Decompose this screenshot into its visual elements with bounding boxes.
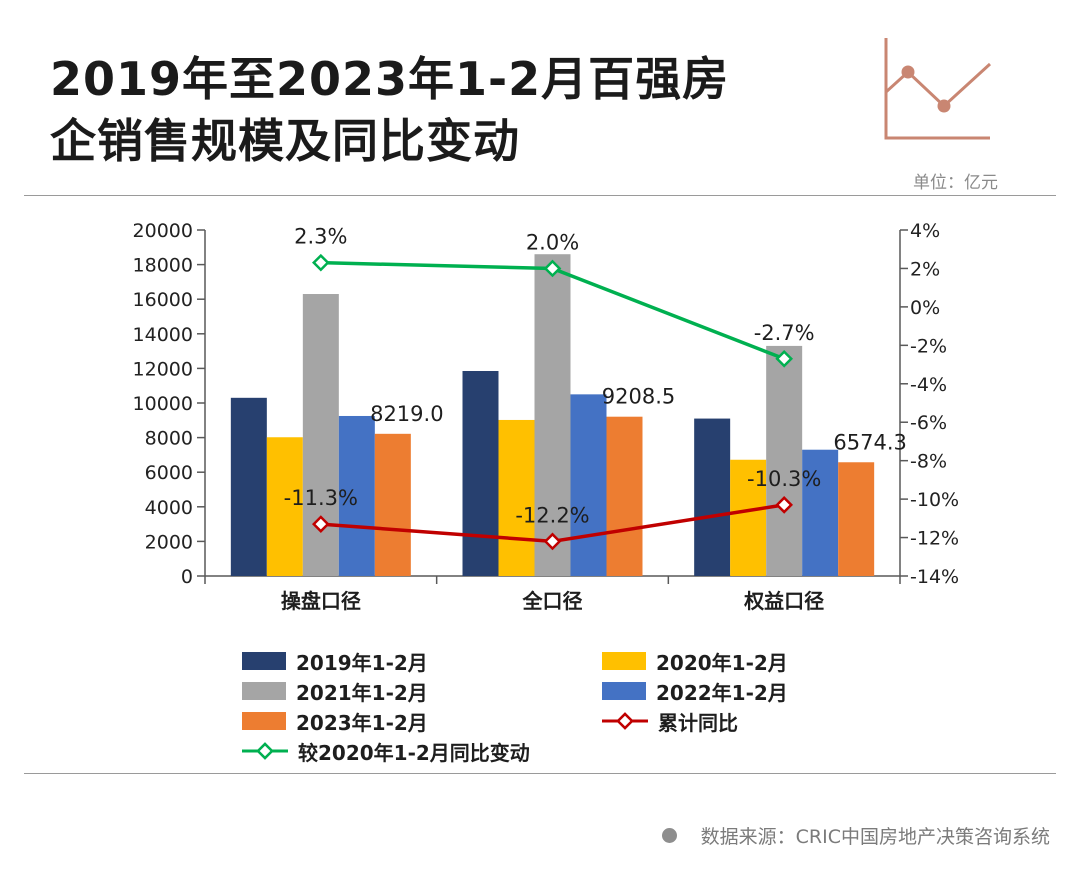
title-line-1: 2019年至2023年1-2月百强房 <box>50 52 730 106</box>
legend-label-vs2020: 较2020年1-2月同比变动 <box>298 740 530 765</box>
y-left-tick-label: 8000 <box>145 428 193 450</box>
bottom-divider <box>24 773 1056 774</box>
legend-label-2020: 2020年1-2月 <box>656 650 788 675</box>
legend-item-2019: 2019年1-2月 <box>242 646 428 676</box>
y-right-tick-label: -6% <box>910 412 947 434</box>
line-value-label: -12.2% <box>515 503 589 527</box>
source-text: 数据来源：CRIC中国房地产决策咨询系统 <box>700 826 1050 848</box>
line-chart-icon <box>884 38 992 140</box>
bar-4-2 <box>838 462 875 576</box>
legend-label-2021: 2021年1-2月 <box>296 680 428 705</box>
legend-label-2023: 2023年1-2月 <box>296 710 428 735</box>
legend-marker-yoy <box>602 712 648 730</box>
y-right-tick-label: 4% <box>910 220 940 242</box>
bar-2-0 <box>302 294 339 576</box>
legend-swatch-2021 <box>242 682 286 700</box>
y-left-tick-label: 2000 <box>145 531 193 553</box>
legend-item-2020: 2020年1-2月 <box>602 646 788 676</box>
legend-item-vs2020: 较2020年1-2月同比变动 <box>242 736 530 766</box>
bar-3-0 <box>338 415 375 576</box>
bar-0-2 <box>694 418 731 576</box>
legend-label-yoy: 累计同比 <box>658 710 738 735</box>
bar-3-2 <box>802 449 839 576</box>
y-left-tick-label: 6000 <box>145 462 193 484</box>
y-left-tick-label: 18000 <box>133 255 193 277</box>
bullet-icon <box>661 828 677 843</box>
legend: 2019年1-2月 2020年1-2月 2021年1-2月 2022年1-2月 … <box>242 646 842 776</box>
bar-value-label: 9208.5 <box>602 385 675 409</box>
legend-item-yoy: 累计同比 <box>602 706 738 736</box>
data-labels: 8219.0 9208.5 6574.3 -11.3% -12.2% -10.3% 2.3%… <box>284 225 907 528</box>
bar-2-2 <box>766 345 803 576</box>
line-marker-0-1 <box>543 532 562 551</box>
legend-label-2019: 2019年1-2月 <box>296 650 428 675</box>
y-left-tick-label: 14000 <box>133 324 193 346</box>
y-right-tick-label: 2% <box>910 258 940 280</box>
line-value-label: 2.0% <box>526 230 579 254</box>
y-right-tick-label: -8% <box>910 451 947 473</box>
y-right-tick-label: -4% <box>910 374 947 396</box>
legend-item-2022: 2022年1-2月 <box>602 676 788 706</box>
legend-swatch-2020 <box>602 652 646 670</box>
line-value-label: -2.7% <box>754 321 815 345</box>
bar-1-2 <box>730 459 767 576</box>
legend-swatch-2023 <box>242 712 286 730</box>
bar-value-label: 8219.0 <box>370 402 443 426</box>
y-left-tick-label: 0 <box>181 566 193 588</box>
line-marker-1-1 <box>543 259 562 278</box>
y-right-tick-label: -14% <box>910 566 959 588</box>
line-marker-0-2 <box>775 496 794 514</box>
legend-label-2022: 2022年1-2月 <box>656 680 788 705</box>
line-marker-0-0 <box>311 515 330 533</box>
bar-value-label: 6574.3 <box>833 430 906 454</box>
line-value-label: -10.3% <box>747 467 821 491</box>
y-right-tick-label: -10% <box>910 489 959 511</box>
legend-item-2021: 2021年1-2月 <box>242 676 428 706</box>
bar-4-1 <box>606 416 643 576</box>
line-marker-1-2 <box>775 349 794 368</box>
chart-title: 2019年至2023年1-2月百强房 企销售规模及同比变动 <box>50 48 850 172</box>
bar-3-1 <box>570 394 607 576</box>
line-marker-1-0 <box>311 253 330 272</box>
line-value-label: -11.3% <box>284 486 358 510</box>
y-left-tick-label: 12000 <box>133 358 193 380</box>
bar-4-0 <box>374 433 411 576</box>
series-lines <box>311 253 794 551</box>
line-value-label: 2.3% <box>294 225 347 249</box>
x-tick-label: 全口径 <box>522 589 583 613</box>
legend-marker-vs2020 <box>242 742 288 760</box>
bar-0-1 <box>462 370 499 576</box>
y-left-tick-label: 10000 <box>133 393 193 415</box>
bars <box>230 254 875 576</box>
y-left-tick-label: 4000 <box>145 497 193 519</box>
axes: 0 2000 4000 6000 8000 10000 12000 14000 16000 180… <box>133 220 960 613</box>
y-left-tick-label: 16000 <box>133 289 193 311</box>
source-note: 数据来源：CRIC中国房地产决策咨询系统 <box>661 822 1050 849</box>
bar-1-0 <box>266 437 303 576</box>
y-left-tick-label: 20000 <box>133 220 193 242</box>
unit-label: 单位：亿元 <box>913 173 998 193</box>
y-right-tick-label: -2% <box>910 335 947 357</box>
legend-swatch-2022 <box>602 682 646 700</box>
title-line-2: 企销售规模及同比变动 <box>50 114 520 168</box>
bar-0-0 <box>230 397 267 576</box>
bar-2-1 <box>534 254 571 576</box>
y-right-tick-label: 0% <box>910 297 940 319</box>
bar-1-1 <box>498 419 535 576</box>
bar-line-chart: 0 2000 4000 6000 8000 10000 12000 14000 16000 180… <box>133 220 960 613</box>
y-right-tick-label: -12% <box>910 528 959 550</box>
top-divider <box>24 195 1056 196</box>
x-tick-label: 操盘口径 <box>281 589 361 613</box>
legend-item-2023: 2023年1-2月 <box>242 706 428 736</box>
x-tick-label: 权益口径 <box>743 589 824 613</box>
legend-swatch-2019 <box>242 652 286 670</box>
